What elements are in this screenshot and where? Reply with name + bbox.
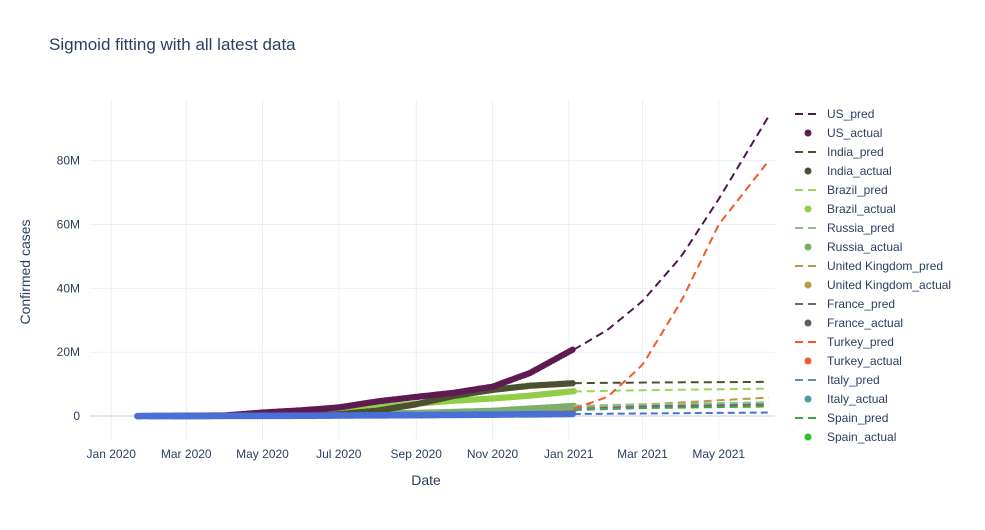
y-tick-label: 60M: [57, 218, 80, 232]
axes: Jan 2020 Mar 2020 May 2020 Jul 2020 Sep 2020…: [57, 154, 746, 461]
series-india_pred: [573, 380, 769, 385]
legend-item[interactable]: Italy_actual: [804, 392, 888, 406]
y-axis-title: Confirmed cases: [17, 219, 33, 324]
y-tick-label: 0: [73, 409, 80, 423]
x-tick-label: May 2020: [236, 447, 289, 461]
legend-item[interactable]: Russia_pred: [795, 221, 894, 235]
legend-swatch: [804, 395, 812, 403]
chart-title: Sigmoid fitting with all latest data: [49, 35, 296, 54]
legend-item[interactable]: France_pred: [795, 297, 895, 311]
legend-item[interactable]: Russia_actual: [804, 240, 903, 254]
legend-swatch: [804, 319, 812, 327]
legend-item[interactable]: Italy_pred: [795, 373, 880, 387]
x-tick-label: Mar 2020: [161, 447, 212, 461]
legend-label: Spain_pred: [827, 411, 888, 425]
x-tick-label: Jul 2020: [316, 447, 362, 461]
legend-label: United Kingdom_actual: [827, 278, 951, 292]
y-tick-label: 20M: [57, 345, 80, 359]
legend-item[interactable]: France_actual: [804, 316, 904, 330]
legend-item[interactable]: Brazil_pred: [795, 183, 888, 197]
legend-item[interactable]: Turkey_actual: [804, 354, 902, 368]
legend-label: France_pred: [827, 297, 895, 311]
series-bottom-blue: [134, 410, 769, 420]
legend-label: Italy_pred: [827, 373, 880, 387]
legend-swatch: [804, 205, 812, 213]
legend-item[interactable]: India_pred: [795, 145, 884, 159]
legend-label: Brazil_pred: [827, 183, 888, 197]
legend-item[interactable]: United Kingdom_pred: [795, 259, 943, 273]
plot-area: [134, 115, 770, 420]
legend-label: Russia_pred: [827, 221, 894, 235]
legend-swatch: [804, 357, 812, 365]
legend-label: Brazil_actual: [827, 202, 896, 216]
x-tick-label: Nov 2020: [467, 447, 519, 461]
legend-item[interactable]: Spain_actual: [804, 430, 897, 444]
legend-swatch: [804, 167, 812, 175]
x-tick-label: Jan 2020: [87, 447, 137, 461]
legend-item[interactable]: India_actual: [804, 164, 892, 178]
legend-label: Turkey_pred: [827, 335, 894, 349]
series-us_pred: [573, 115, 770, 351]
legend-label: France_actual: [827, 316, 903, 330]
legend-swatch: [804, 243, 812, 251]
legend-label: Turkey_actual: [827, 354, 902, 368]
legend-label: Spain_actual: [827, 430, 896, 444]
legend-label: India_actual: [827, 164, 892, 178]
legend-item[interactable]: US_pred: [795, 107, 874, 121]
x-tick-label: Jan 2021: [544, 447, 594, 461]
legend-label: Italy_actual: [827, 392, 888, 406]
grid: [90, 100, 775, 440]
legend-swatch: [804, 129, 812, 137]
legend-label: United Kingdom_pred: [827, 259, 943, 273]
x-tick-label: Sep 2020: [391, 447, 443, 461]
x-tick-label: Mar 2021: [617, 447, 668, 461]
legend-label: India_pred: [827, 145, 884, 159]
legend-item[interactable]: Turkey_pred: [795, 335, 894, 349]
data-point: [569, 410, 576, 418]
x-axis-title: Date: [411, 472, 441, 488]
legend-label: Russia_actual: [827, 240, 902, 254]
legend-label: US_pred: [827, 107, 874, 121]
series-turkey_pred: [573, 160, 770, 410]
data-point: [569, 380, 576, 387]
pred-line: [573, 411, 769, 415]
legend-item[interactable]: Spain_pred: [795, 411, 888, 425]
legend-label: US_actual: [827, 126, 882, 140]
series-russia_pred: [573, 401, 769, 407]
legend-item[interactable]: US_actual: [804, 126, 883, 140]
series-brazil_pred: [573, 387, 769, 393]
data-point: [569, 346, 576, 353]
legend-swatch: [804, 433, 812, 441]
legend: US_pred US_actual India_pred India_actual Br…: [795, 107, 951, 444]
legend-item[interactable]: United Kingdom_actual: [804, 278, 952, 292]
legend-item[interactable]: Brazil_actual: [804, 202, 896, 216]
y-tick-label: 80M: [57, 154, 80, 168]
series-spain_pred: [573, 405, 769, 411]
x-tick-label: May 2021: [692, 447, 745, 461]
y-tick-label: 40M: [57, 281, 80, 295]
legend-swatch: [804, 281, 812, 289]
